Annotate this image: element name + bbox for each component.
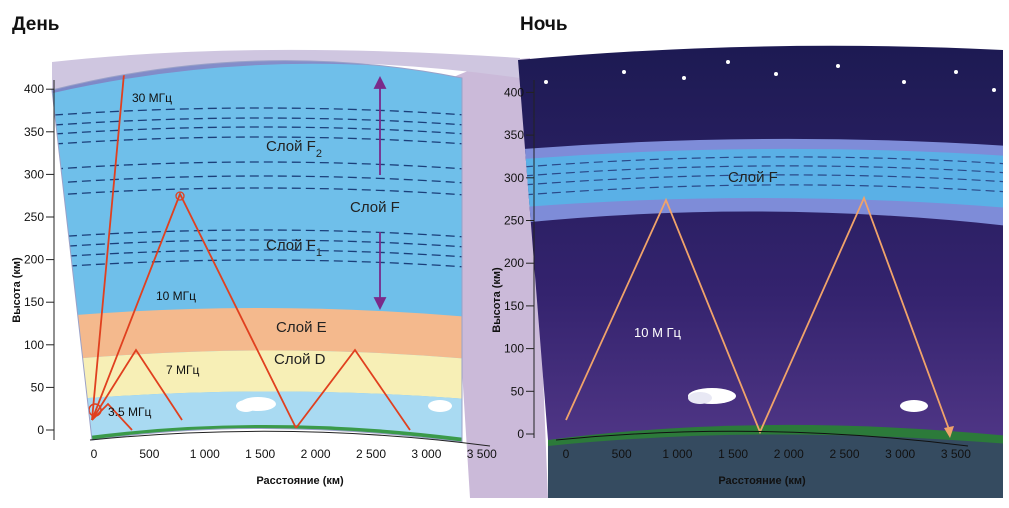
day-x-tick-2: 1 000 bbox=[190, 447, 220, 461]
night-layer-f-label: Слой F bbox=[728, 169, 778, 186]
day-y-axis-label: Высота (км) bbox=[11, 257, 23, 323]
night-y-tick-300: 300 bbox=[504, 171, 524, 185]
night-radio-rays bbox=[565, 195, 951, 435]
night-x-axis-line bbox=[555, 430, 969, 447]
day-layer-f1-subscript: 1 bbox=[316, 247, 322, 259]
day-frequency-label-3: 3.5 МГц bbox=[108, 405, 152, 419]
panel-divider bbox=[444, 58, 548, 498]
day-x-tick-7: 3 500 bbox=[467, 447, 497, 461]
day-x-tick-3: 1 500 bbox=[245, 447, 275, 461]
night-x-tick-1: 500 bbox=[612, 447, 632, 461]
day-title: День bbox=[12, 14, 60, 35]
day-x-tick-1: 500 bbox=[139, 447, 159, 461]
night-y-tick-100: 100 bbox=[504, 342, 524, 356]
top-edge-band bbox=[52, 49, 520, 90]
night-x-tick-3: 1 500 bbox=[718, 447, 748, 461]
day-y-tick-100: 100 bbox=[24, 338, 44, 352]
day-layer-d-label: Слой D bbox=[274, 351, 326, 368]
day-y-tick-200: 200 bbox=[24, 253, 44, 267]
day-y-tick-400: 400 bbox=[24, 82, 44, 96]
stars bbox=[544, 60, 996, 92]
day-layer-e-label: Слой E bbox=[276, 319, 327, 336]
day-radio-rays bbox=[91, 60, 411, 431]
night-panel bbox=[518, 45, 1003, 498]
day-layer-f2-label: Слой F2 bbox=[266, 138, 322, 160]
night-y-axis-label: Высота (км) bbox=[491, 267, 503, 333]
day-y-tick-250: 250 bbox=[24, 210, 44, 224]
day-y-tick-150: 150 bbox=[24, 295, 44, 309]
night-x-axis-label: Расстояние (км) bbox=[718, 475, 806, 487]
night-y-tick-200: 200 bbox=[504, 256, 524, 270]
night-y-tick-400: 400 bbox=[504, 85, 524, 99]
day-layer-f2-subscript: 2 bbox=[316, 148, 322, 160]
night-x-tick-2: 1 000 bbox=[662, 447, 692, 461]
day-x-tick-5: 2 500 bbox=[356, 447, 386, 461]
day-panel bbox=[52, 60, 462, 442]
day-x-axis-label: Расстояние (км) bbox=[256, 475, 344, 487]
day-y-tick-0: 0 bbox=[37, 423, 44, 437]
day-layer-f-label: Слой F bbox=[350, 199, 400, 216]
night-y-tick-250: 250 bbox=[504, 214, 524, 228]
day-x-tick-0: 0 bbox=[91, 447, 98, 461]
night-y-tick-0: 0 bbox=[517, 427, 524, 441]
night-y-tick-50: 50 bbox=[511, 384, 525, 398]
day-y-tick-300: 300 bbox=[24, 167, 44, 181]
night-x-tick-5: 2 500 bbox=[829, 447, 859, 461]
night-y-tick-350: 350 bbox=[504, 128, 524, 142]
night-title: Ночь bbox=[520, 14, 568, 35]
day-y-tick-50: 50 bbox=[31, 380, 45, 394]
day-x-axis-line bbox=[89, 430, 491, 447]
day-x-tick-4: 2 000 bbox=[301, 447, 331, 461]
day-frequency-label-1: 10 МГц bbox=[156, 289, 196, 303]
night-y-tick-150: 150 bbox=[504, 299, 524, 313]
night-x-tick-4: 2 000 bbox=[774, 447, 804, 461]
day-layer-f1-label: Слой F1 bbox=[266, 237, 322, 259]
night-x-tick-6: 3 000 bbox=[885, 447, 915, 461]
day-frequency-label-2: 7 МГц bbox=[166, 363, 200, 377]
night-x-tick-7: 3 500 bbox=[941, 447, 971, 461]
day-x-tick-6: 3 000 bbox=[411, 447, 441, 461]
night-x-tick-0: 0 bbox=[563, 447, 570, 461]
day-y-tick-350: 350 bbox=[24, 125, 44, 139]
day-frequency-label-0: 30 МГц bbox=[132, 91, 172, 105]
night-frequency-label: 10 М Гц bbox=[634, 325, 682, 340]
